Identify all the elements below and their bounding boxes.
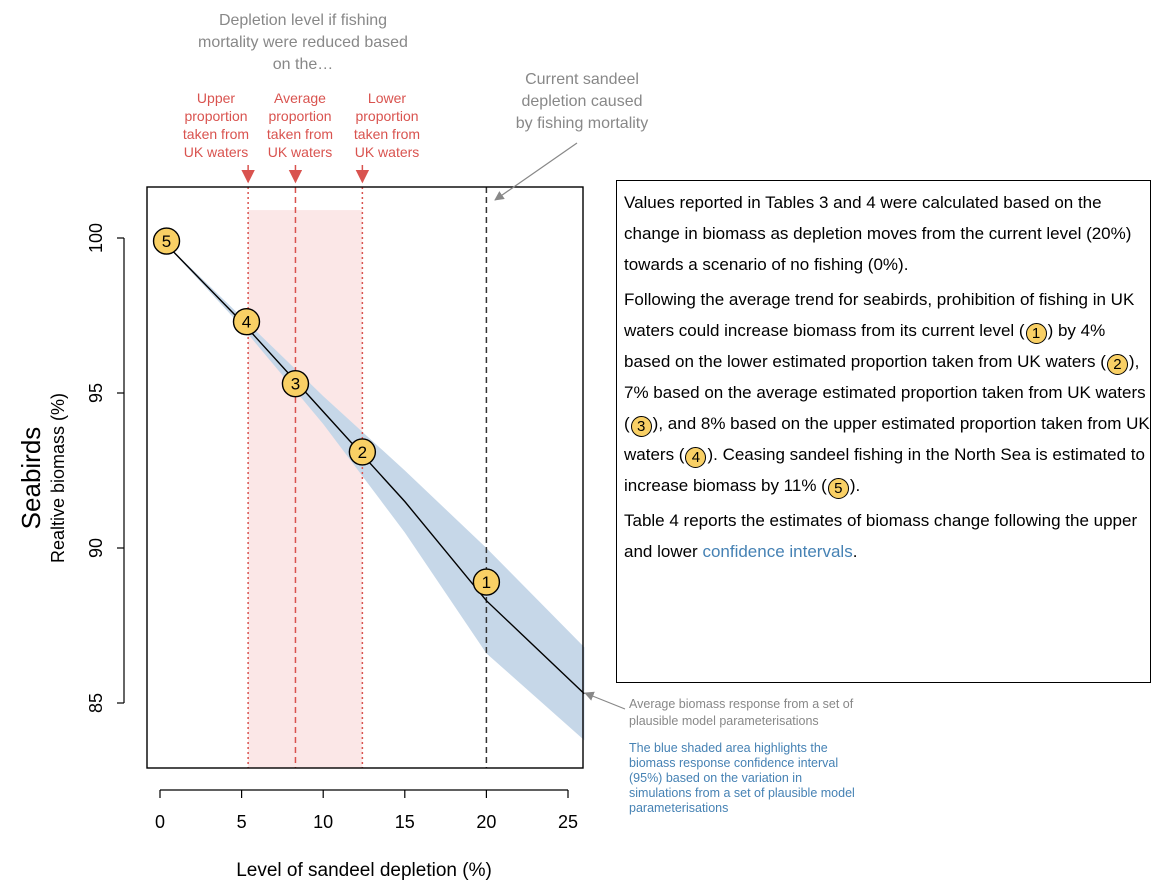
- marker-1-label: 1: [482, 573, 491, 592]
- marker-5-badge: 5: [827, 478, 849, 499]
- marker-3-badge: 3: [630, 416, 652, 437]
- average-response-note-line-2: plausible model parameterisations: [629, 714, 819, 728]
- note-text: .: [852, 542, 858, 561]
- marker-3: [281, 370, 310, 398]
- lower-proportion-label-line-1: Lower: [368, 90, 406, 106]
- ci-explanation-note-line-1: The blue shaded area highlights the: [629, 741, 828, 755]
- current-depletion-note-line-3: by fishing mortality: [516, 115, 649, 132]
- upper-proportion-label-line-2: proportion: [184, 108, 247, 124]
- note-paragraph-3: Table 4 reports the estimates of biomass…: [624, 505, 1150, 567]
- lower-proportion-label-line-3: taken from: [354, 126, 420, 142]
- confidence-intervals-link: confidence intervals: [702, 542, 853, 561]
- ci-explanation-note-line-2: biomass response confidence interval: [629, 756, 838, 770]
- marker-5-label: 5: [162, 232, 171, 251]
- marker-1-badge: 1: [1025, 323, 1047, 344]
- confidence-interval-band: [160, 238, 585, 741]
- note-text: ) by 4% based on the lower estimated pro…: [624, 321, 1106, 371]
- y-tick-label-95: 95: [86, 383, 106, 403]
- average-proportion-label-line-1: Average: [274, 90, 326, 106]
- note-text: ).: [849, 476, 861, 495]
- upper-proportion-label-line-1: Upper: [197, 90, 235, 106]
- y-tick-label-90: 90: [86, 538, 106, 558]
- upper-proportion-label-line-3: taken from: [183, 126, 249, 142]
- ci-explanation-note-line-5: parameterisations: [629, 801, 728, 815]
- average-proportion-label-line-3: taken from: [267, 126, 333, 142]
- marker-5: [152, 227, 181, 255]
- marker-4: [232, 308, 261, 336]
- note-text: ). Ceasing sandeel fishing in the North …: [624, 445, 1145, 495]
- note-paragraph-2: Following the average trend for seabirds…: [624, 284, 1150, 501]
- ci-explanation-note-line-3: (95%) based on the variation in: [629, 771, 802, 785]
- depletion-level-note-line-2: mortality were reduced based: [198, 34, 408, 51]
- x-tick-label-0: 0: [155, 812, 165, 832]
- note-text: ), 7% based on the average estimated pro…: [624, 352, 1146, 433]
- marker-4-label: 4: [242, 313, 251, 332]
- x-tick-label-15: 15: [395, 812, 415, 832]
- x-tick-label-25: 25: [558, 812, 578, 832]
- response-note-arrow: [584, 691, 626, 710]
- x-tick-label-20: 20: [476, 812, 496, 832]
- marker-4-badge: 4: [685, 447, 707, 468]
- note-text: ), and 8% based on the upper estimated p…: [624, 414, 1150, 464]
- note-text: Following the average trend for seabirds…: [624, 290, 1135, 340]
- current-depletion-note-line-2: depletion caused: [522, 93, 643, 110]
- y-tick-label-85: 85: [86, 693, 106, 713]
- y-axis-label: Realtive biomass (%): [48, 393, 68, 563]
- average-proportion-label-line-2: proportion: [268, 108, 331, 124]
- depletion-level-note-line-1: Depletion level if fishing: [219, 12, 387, 29]
- x-tick-label-10: 10: [313, 812, 333, 832]
- marker-2-label: 2: [358, 443, 367, 462]
- pink-proportion-band: [248, 210, 363, 769]
- explanation-box: Values reported in Tables 3 and 4 were c…: [616, 180, 1151, 683]
- marker-1: [472, 568, 501, 596]
- average-proportion-label-line-4: UK waters: [268, 144, 333, 160]
- x-tick-label-5: 5: [237, 812, 247, 832]
- average-response-note-line-1: Average biomass response from a set of: [629, 697, 854, 711]
- marker-2: [348, 438, 377, 466]
- ci-explanation-note-line-4: simulations from a set of plausible mode…: [629, 786, 855, 800]
- x-axis-label: Level of sandeel depletion (%): [236, 860, 492, 881]
- y-axis-title: Seabirds: [16, 427, 46, 530]
- lower-proportion-label-line-2: proportion: [355, 108, 418, 124]
- note-paragraph-1: Values reported in Tables 3 and 4 were c…: [624, 193, 1132, 274]
- marker-2-badge: 2: [1106, 354, 1128, 375]
- current-depletion-note-line-1: Current sandeel: [525, 71, 639, 88]
- note-text: Table 4 reports the estimates of biomass…: [624, 511, 1138, 561]
- marker-3-label: 3: [291, 375, 300, 394]
- plot-frame: [146, 186, 584, 769]
- current-note-arrow: [494, 142, 578, 201]
- y-tick-label-100: 100: [86, 223, 106, 253]
- depletion-level-note-line-3: on the…: [273, 56, 333, 73]
- upper-proportion-label-line-4: UK waters: [184, 144, 249, 160]
- lower-proportion-label-line-4: UK waters: [355, 144, 420, 160]
